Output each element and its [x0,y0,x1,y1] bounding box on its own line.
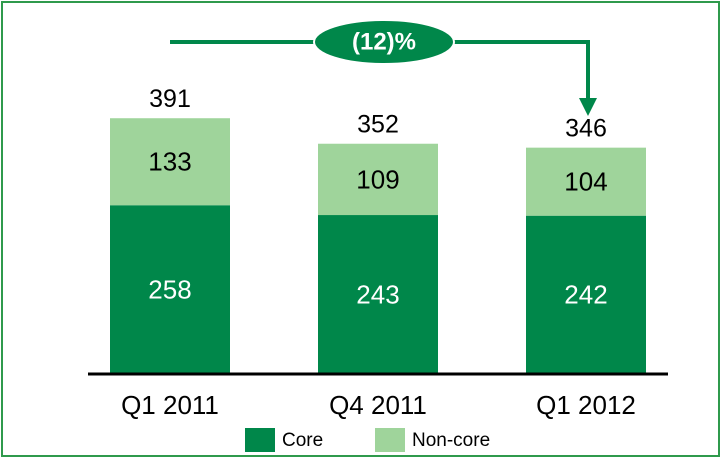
bar-segment [110,205,230,374]
segment-label: 133 [148,147,191,177]
total-label: 346 [565,114,607,142]
legend-swatch [245,428,275,452]
bar-segment [318,143,438,216]
legend-label: Non-core [412,430,490,451]
segment-label: 242 [564,280,607,310]
bar-segment [110,118,230,206]
x-tick-label: Q1 2011 [121,390,219,420]
change-arrow: (12)% [170,19,597,116]
segment-label: 258 [148,274,191,304]
segment-label: 104 [564,167,607,197]
bar-segment [318,215,438,374]
arrow-line [170,40,590,100]
arrow-head [579,98,597,116]
segment-label: 109 [356,164,399,194]
annotation-badge [313,19,455,65]
total-label: 352 [357,110,399,138]
total-label: 391 [149,85,191,113]
annotation: (12)% [352,28,416,55]
x-tick-label: Q1 2012 [536,390,636,420]
x-tick-label: Q4 2011 [329,390,427,420]
bar-segment [526,215,646,374]
legend-swatch [375,428,405,452]
segment-label: 243 [356,279,399,309]
bar-segment [526,147,646,216]
legend-label: Core [282,430,323,451]
